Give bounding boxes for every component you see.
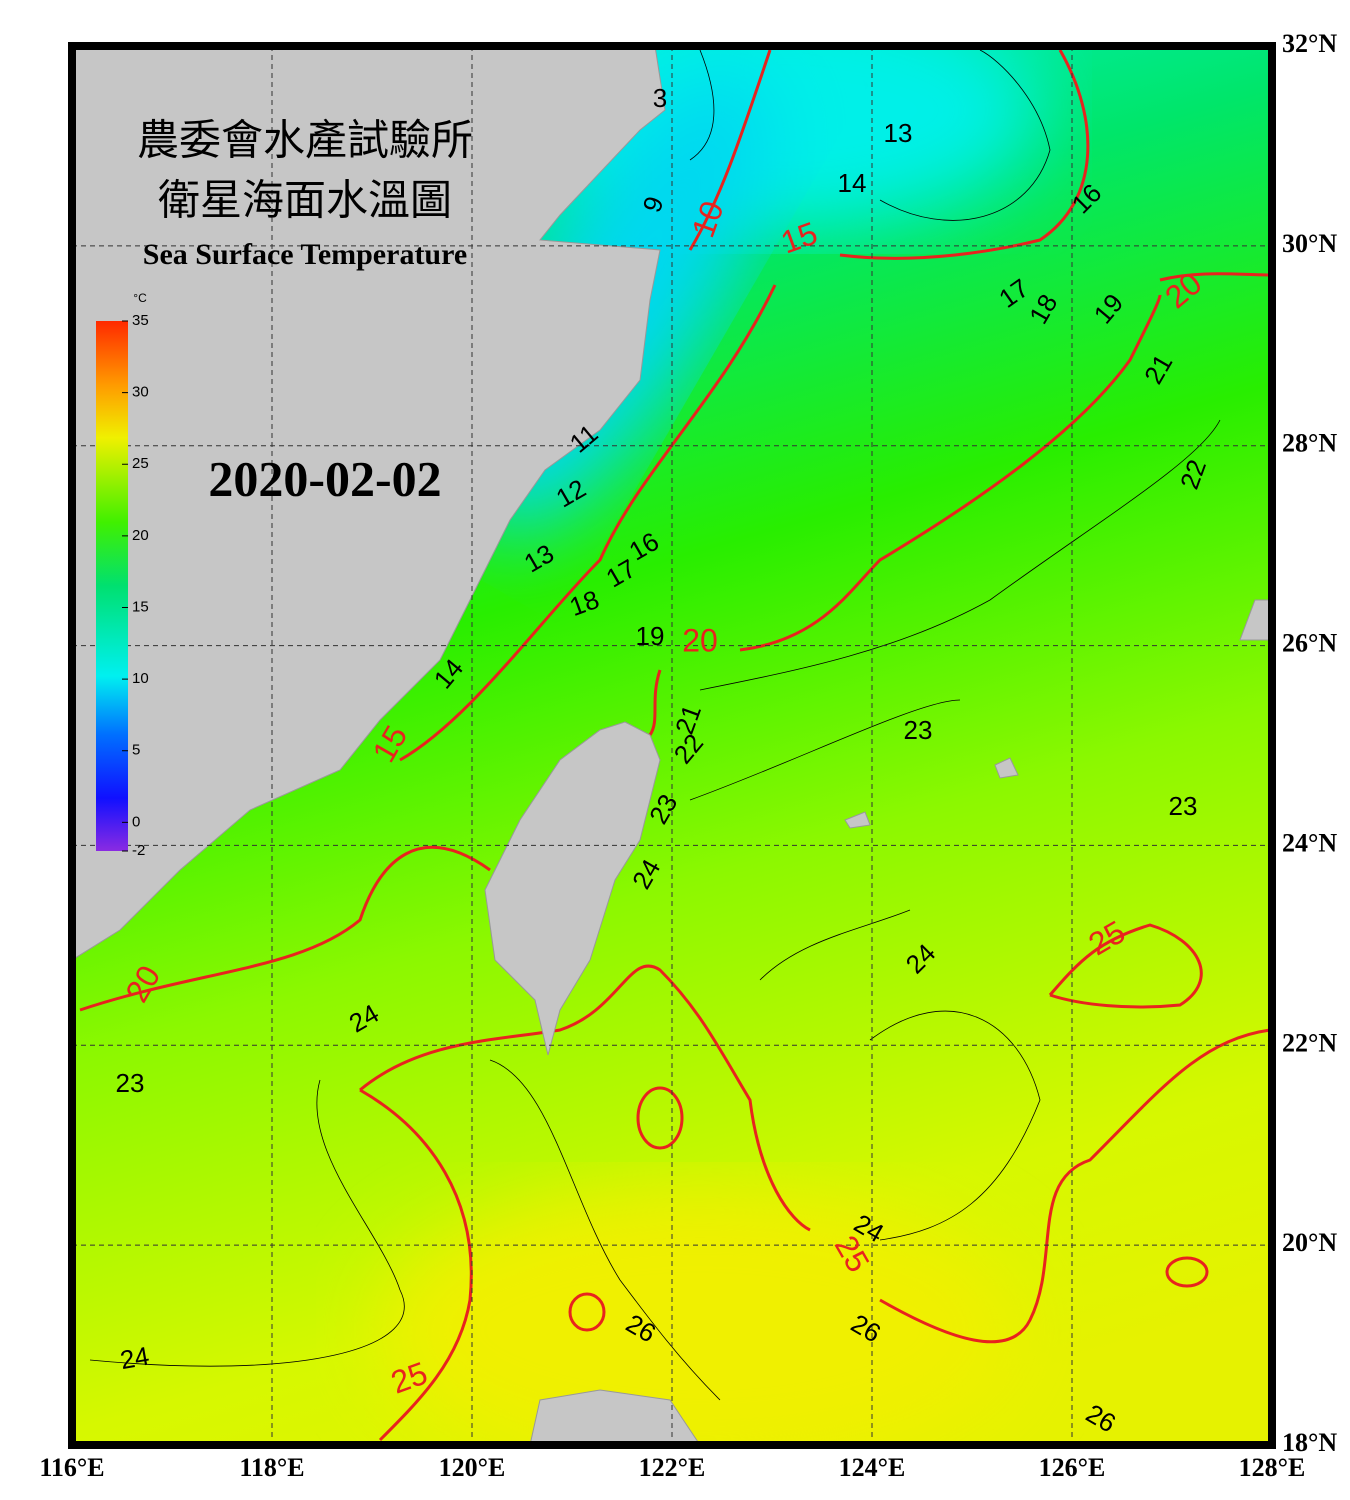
x-tick-label: 124°E	[839, 1453, 906, 1482]
colorbar-unit: °C	[133, 291, 147, 305]
colorbar-tick-label: 15	[132, 598, 149, 615]
title: 農委會水產試驗所	[137, 118, 473, 165]
colorbar-tick-label: 10	[132, 670, 149, 687]
contour-label: 14	[838, 168, 867, 198]
colorbar-tick-label: 5	[132, 742, 140, 759]
x-tick-label: 122°E	[639, 1453, 706, 1482]
y-tick-label: 26°N	[1282, 629, 1337, 658]
contour-label: 13	[884, 118, 913, 148]
title-en: Sea Surface Temperature	[143, 238, 467, 271]
isotherms	[79, 49, 1271, 1442]
x-tick-label: 128°E	[1239, 1453, 1306, 1482]
colorbar-ticks: 35 30 25 20 15 10 5 0 -2	[122, 312, 149, 859]
warm-water	[380, 1190, 1020, 1445]
y-tick-label: 20°N	[1282, 1228, 1337, 1257]
contour-label: 24	[118, 1341, 152, 1376]
y-tick-label: 24°N	[1282, 828, 1337, 857]
y-tick-label: 28°N	[1282, 429, 1337, 458]
x-tick-label: 116°E	[39, 1453, 104, 1482]
colorbar-tick-label: 0	[132, 813, 140, 830]
x-tick-label: 118°E	[239, 1453, 304, 1482]
contour-label: 19	[636, 621, 665, 651]
colorbar-tick-label: 20	[132, 527, 149, 544]
y-tick-label: 32°N	[1282, 29, 1337, 58]
x-tick-label: 126°E	[1039, 1453, 1106, 1482]
x-tick-label: 120°E	[439, 1453, 506, 1482]
title: 衛星海面水溫圖	[158, 179, 452, 225]
colorbar-tick-label: 30	[132, 384, 149, 401]
grid	[72, 46, 1272, 1445]
y-tick-label: 18°N	[1282, 1428, 1337, 1457]
isotherm-lines	[89, 49, 1221, 1401]
map-frame	[68, 42, 1276, 1449]
contour-label: 3	[653, 83, 667, 113]
colorbar-tick-label: 25	[132, 455, 149, 472]
land	[72, 46, 1272, 1445]
y-tick-label: 22°N	[1282, 1028, 1337, 1057]
contour-label: 23	[1169, 791, 1198, 821]
axes: 116°E 118°E 120°E 122°E 124°E 126°E 128°E18°N 2…	[39, 29, 1337, 1482]
colorbar-tick-label: 35	[132, 312, 149, 329]
contour-label: 20	[682, 622, 718, 658]
y-tick-label: 30°N	[1282, 229, 1337, 258]
contour-label: 23	[116, 1068, 145, 1098]
date: 2020-02-02	[208, 450, 441, 506]
contour-label: 23	[904, 715, 933, 745]
colorbar-tick-label: -2	[132, 842, 145, 859]
colorbar	[96, 321, 128, 851]
